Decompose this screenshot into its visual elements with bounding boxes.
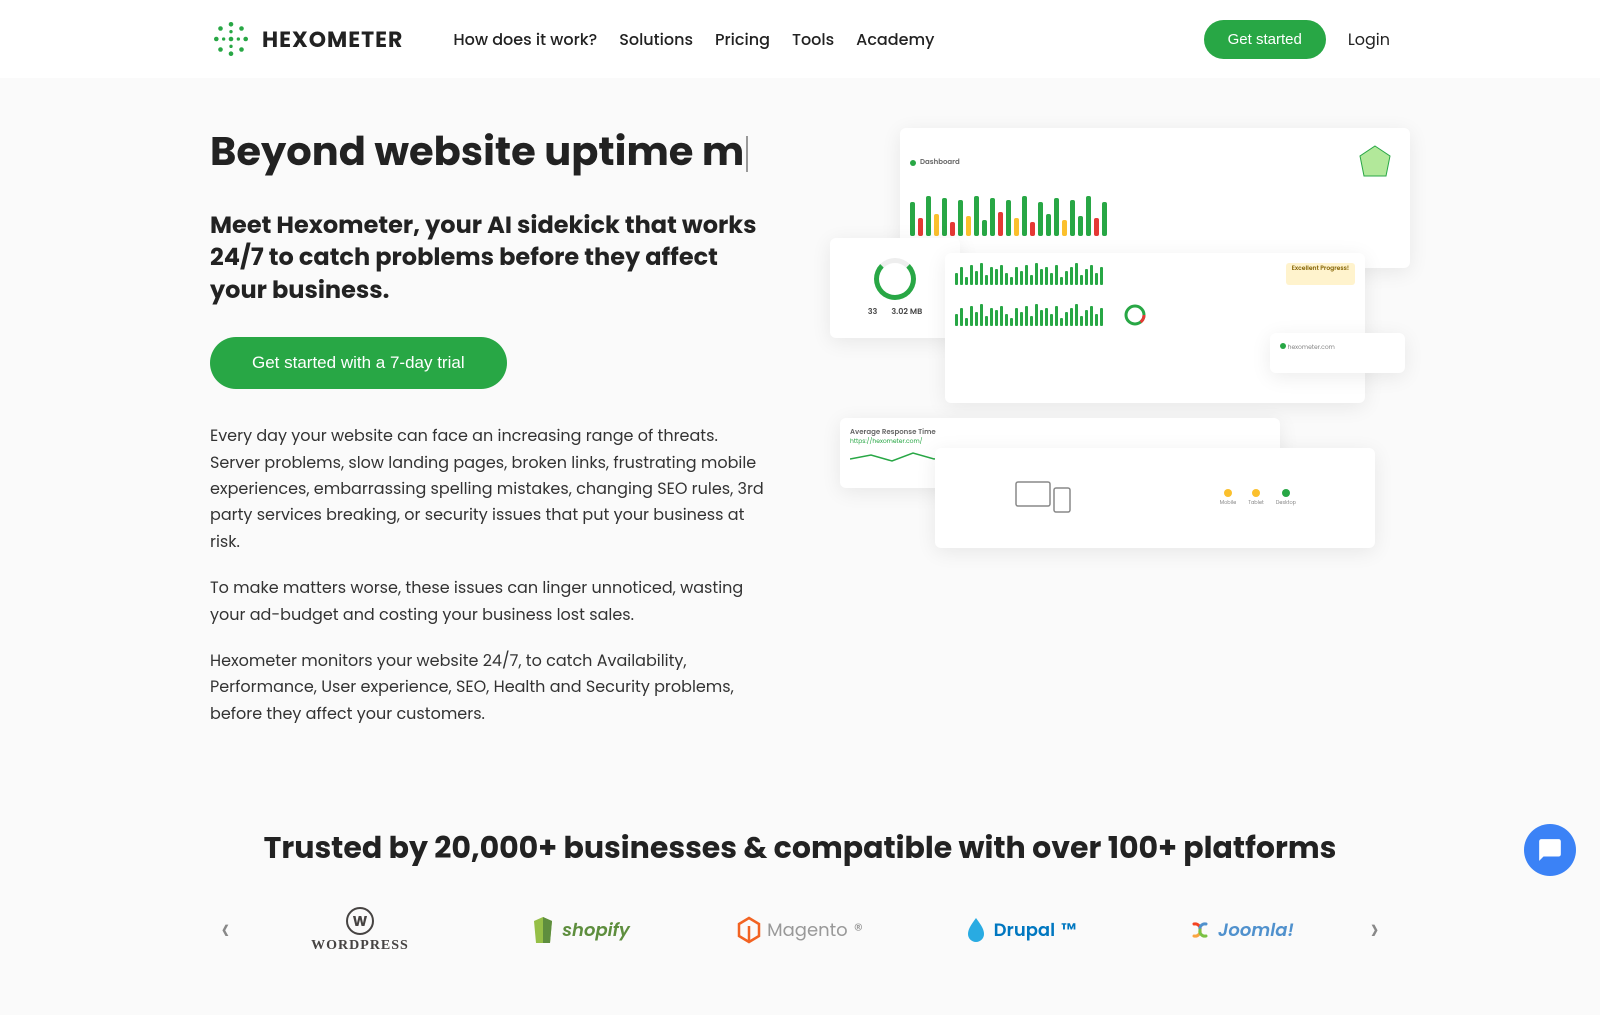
logo-text: HEXOMETER xyxy=(262,23,403,56)
nav-pricing[interactable]: Pricing xyxy=(715,27,770,52)
trusted-heading: Trusted by 20,000+ businesses & compatib… xyxy=(0,825,1600,871)
dashboard-card-devices: Mobile Tablet Desktop xyxy=(935,448,1375,548)
platform-wordpress: W WORDPRESS xyxy=(270,905,450,955)
donut-icon xyxy=(1123,303,1147,327)
hero-para-1: Every day your website can face an incre… xyxy=(210,423,770,555)
login-link[interactable]: Login xyxy=(1348,27,1390,52)
logo[interactable]: HEXOMETER xyxy=(210,18,403,60)
hero-para-3: Hexometer monitors your website 24/7, to… xyxy=(210,648,770,727)
hexometer-logo-icon xyxy=(210,18,252,60)
hero-section: Beyond website uptime m Meet Hexometer, … xyxy=(0,78,1600,787)
nav-solutions[interactable]: Solutions xyxy=(619,27,693,52)
trial-cta-button[interactable]: Get started with a 7-day trial xyxy=(210,337,507,389)
headline: Beyond website uptime m xyxy=(210,128,770,174)
subheadline: Meet Hexometer, your AI sidekick that wo… xyxy=(210,210,770,307)
dashboard-card-assets: 333.02 MB xyxy=(830,238,960,338)
platform-shopify: shopify xyxy=(490,905,670,955)
devices-icon xyxy=(1014,478,1074,518)
dashboard-tooltip: hexometer.com xyxy=(1270,333,1405,373)
carousel-next-arrow[interactable]: › xyxy=(1370,906,1379,954)
platform-carousel: ‹ W WORDPRESS shopify Magento® Drupal™ J… xyxy=(0,905,1600,1015)
chat-icon xyxy=(1537,837,1563,863)
platform-joomla: Joomla! xyxy=(1150,905,1330,955)
nav-tools[interactable]: Tools xyxy=(792,27,834,52)
get-started-button[interactable]: Get started xyxy=(1204,20,1326,59)
dashboard-card-main: Dashboard xyxy=(900,128,1410,268)
main-nav: How does it work? Solutions Pricing Tool… xyxy=(453,27,934,52)
typing-cursor xyxy=(746,136,748,172)
uptime-bars xyxy=(910,196,1400,236)
dashboard-card-metrics: Excellent Progress! xyxy=(945,253,1365,403)
mini-bars-2 xyxy=(955,304,1103,326)
progress-ring-icon xyxy=(874,258,916,300)
progress-badge: Excellent Progress! xyxy=(1286,263,1355,285)
mini-bars xyxy=(955,263,1103,285)
chat-widget-button[interactable] xyxy=(1524,824,1576,876)
dashboard-preview: Dashboard 333.02 MB Excellent Progress! … xyxy=(830,128,1390,747)
carousel-prev-arrow[interactable]: ‹ xyxy=(221,906,230,954)
hero-para-2: To make matters worse, these issues can … xyxy=(210,575,770,628)
platform-magento: Magento® xyxy=(710,905,890,955)
hero-copy: Beyond website uptime m Meet Hexometer, … xyxy=(210,128,770,747)
platform-drupal: Drupal™ xyxy=(930,905,1110,955)
nav-academy[interactable]: Academy xyxy=(856,27,934,52)
nav-how[interactable]: How does it work? xyxy=(453,27,597,52)
site-header: HEXOMETER How does it work? Solutions Pr… xyxy=(0,0,1600,78)
svg-text:W: W xyxy=(353,911,368,931)
radar-chart-icon xyxy=(1350,138,1400,188)
